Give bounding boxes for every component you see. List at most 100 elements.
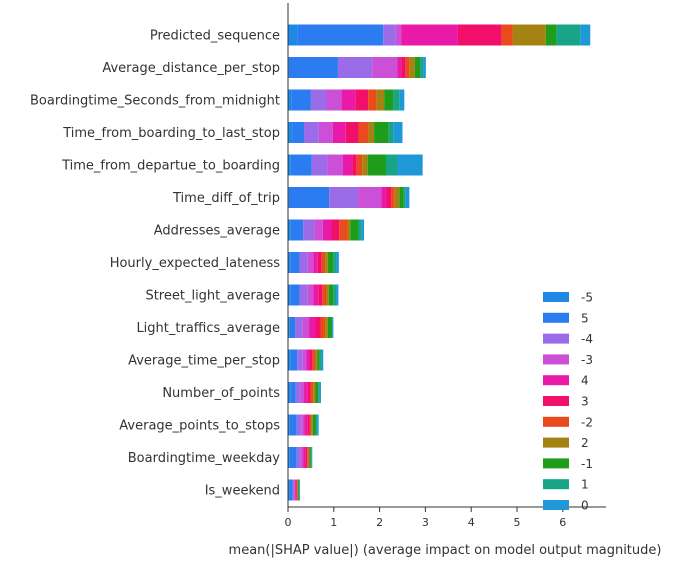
bar-segment (288, 122, 293, 143)
bar-segment (292, 122, 305, 143)
bar-segment (332, 317, 334, 338)
category-label: Predicted_sequence (150, 29, 280, 44)
bar-segment (333, 284, 337, 306)
bar-segment (352, 154, 357, 176)
bar-segment (299, 284, 308, 306)
bar-segment (395, 24, 402, 46)
bar-segment (345, 122, 359, 143)
x-axis-ticks: 0 1 2 3 4 5 6 (285, 507, 566, 529)
bar-segment (327, 317, 332, 338)
bar-segment (347, 219, 351, 241)
legend-label: -5 (581, 291, 593, 305)
bar-segment (289, 447, 297, 468)
legend-swatch (543, 375, 569, 386)
bar-segment (409, 57, 415, 78)
legend-label: 4 (581, 374, 589, 388)
bar-segment (326, 89, 342, 111)
category-label: Average_distance_per_stop (102, 61, 280, 76)
bar-segment (315, 414, 318, 436)
legend-swatch (543, 333, 569, 344)
bar-segment (391, 187, 395, 208)
bar-segment (289, 479, 293, 501)
bar-segment (321, 252, 326, 273)
bar-segment (545, 24, 557, 46)
bar-segment (355, 89, 369, 111)
bar-segment (288, 24, 298, 46)
bar-segment (322, 219, 332, 241)
bar-segment (341, 89, 356, 111)
bar-segment (288, 284, 291, 306)
bar-segment (318, 284, 323, 306)
bar-segment (374, 122, 389, 143)
bar-segment (289, 317, 296, 338)
bar-segment (333, 252, 337, 273)
bar-segment (303, 219, 315, 241)
bar-segment (297, 349, 303, 371)
bar-segment (311, 154, 328, 176)
bar-segment (292, 479, 294, 501)
bar-segment (401, 24, 458, 46)
legend-swatch (543, 396, 569, 406)
bar-segment (358, 187, 382, 208)
bar-segment (298, 479, 299, 501)
x-tick-label: 4 (468, 516, 475, 529)
bar-segment (304, 414, 308, 436)
bar-segment (319, 382, 321, 403)
bar-segment (290, 219, 304, 241)
bar-segment (326, 284, 329, 306)
bar-segment (314, 219, 323, 241)
bar-segment (310, 89, 327, 111)
bar-segment (290, 284, 300, 306)
bar-segment (296, 447, 301, 468)
legend-swatch (543, 500, 569, 510)
legend-label: -1 (581, 457, 593, 471)
bar-segment (384, 89, 394, 111)
bar-segment (311, 414, 313, 436)
bar-segment (312, 349, 316, 371)
bar-segment (339, 219, 348, 241)
bar-segment (301, 414, 305, 436)
bar-segment (386, 187, 392, 208)
bar-segment (288, 447, 290, 468)
x-tick-label: 1 (330, 516, 337, 529)
bar-segment (362, 154, 368, 176)
bar-segment (405, 57, 410, 78)
bar-segment (309, 414, 312, 436)
legend-swatch (543, 458, 569, 469)
bar-segment (386, 154, 398, 176)
bar-segment (291, 89, 311, 111)
bar-segment (501, 24, 513, 46)
bar-segment (580, 24, 591, 46)
bar-segment (321, 349, 324, 371)
bar-segment (317, 252, 322, 273)
bar-segment (327, 252, 334, 273)
category-label: Number_of_points (162, 386, 280, 401)
bar-segment (318, 382, 320, 403)
bar-segment (315, 382, 319, 403)
bar-segment (313, 284, 319, 306)
bar-segment (288, 382, 291, 403)
bar-segment (307, 252, 314, 273)
bar-segment (318, 122, 333, 143)
legend-label: 2 (581, 436, 589, 450)
bar-segment (309, 317, 316, 338)
bar-segment (288, 414, 290, 436)
bar-segment (313, 382, 316, 403)
legend-label: 1 (581, 478, 589, 492)
bar-segment (327, 154, 343, 176)
bar-segment (319, 349, 322, 371)
bar-segment (356, 154, 363, 176)
bar-segment (290, 252, 300, 273)
bar-segment (457, 24, 502, 46)
bar-segment (556, 24, 581, 46)
bar-segment (288, 479, 290, 501)
bar-segment (294, 479, 296, 501)
bar-segment (317, 349, 320, 371)
bar-segment (310, 382, 314, 403)
category-label: Time_diff_of_trip (172, 191, 280, 206)
legend-swatch (543, 479, 569, 490)
bar-segment (368, 122, 375, 143)
bar-segment (420, 57, 424, 78)
legend-label: 3 (581, 395, 589, 409)
bar-segment (309, 447, 311, 468)
